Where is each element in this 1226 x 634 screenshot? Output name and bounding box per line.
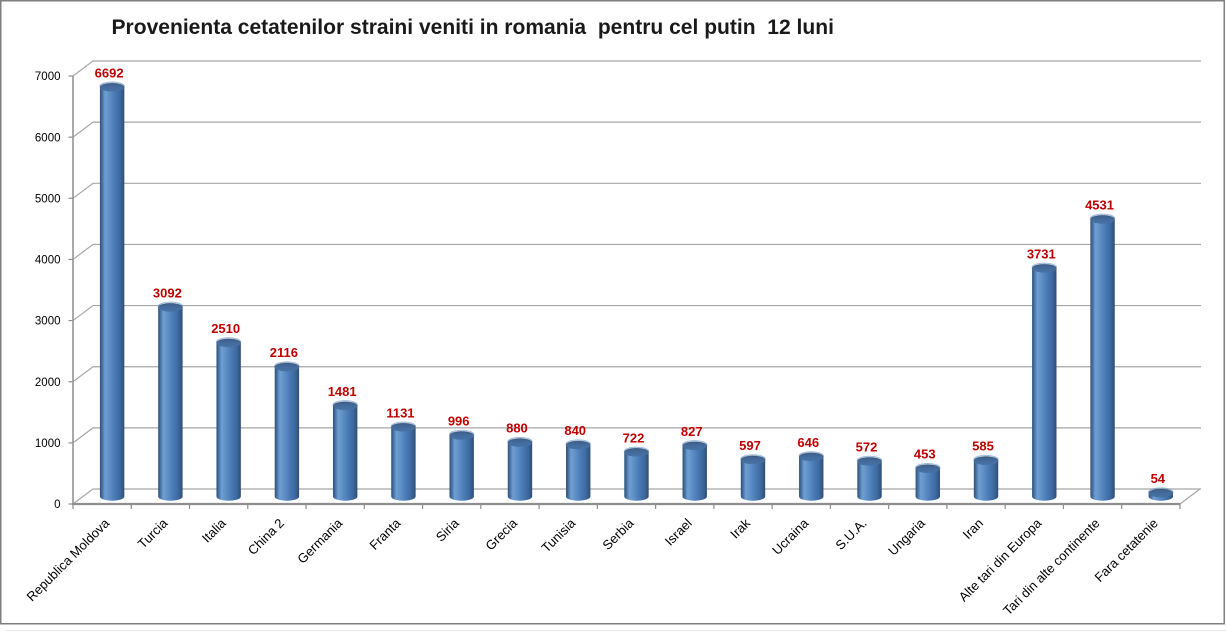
svg-text:827: 827 xyxy=(681,424,703,439)
svg-text:7000: 7000 xyxy=(35,71,61,83)
svg-text:4000: 4000 xyxy=(35,255,61,267)
svg-text:840: 840 xyxy=(564,423,586,438)
svg-text:3731: 3731 xyxy=(1027,246,1056,261)
svg-text:1481: 1481 xyxy=(328,384,357,399)
svg-text:572: 572 xyxy=(856,439,878,454)
svg-text:585: 585 xyxy=(972,439,994,454)
svg-text:3092: 3092 xyxy=(153,285,182,300)
svg-text:1000: 1000 xyxy=(35,438,61,450)
svg-text:996: 996 xyxy=(448,414,470,429)
svg-text:5000: 5000 xyxy=(35,193,61,205)
svg-text:453: 453 xyxy=(914,447,936,462)
svg-text:2510: 2510 xyxy=(211,321,240,336)
svg-text:6692: 6692 xyxy=(95,65,124,80)
svg-text:880: 880 xyxy=(506,421,528,436)
svg-text:0: 0 xyxy=(54,499,60,511)
svg-text:54: 54 xyxy=(1151,471,1166,486)
svg-text:4531: 4531 xyxy=(1085,197,1114,212)
svg-text:6000: 6000 xyxy=(35,132,61,144)
svg-text:1131: 1131 xyxy=(386,405,414,420)
svg-text:722: 722 xyxy=(623,430,645,445)
svg-text:3000: 3000 xyxy=(35,316,61,328)
svg-text:2000: 2000 xyxy=(35,377,61,389)
svg-text:2116: 2116 xyxy=(270,345,298,360)
svg-text:646: 646 xyxy=(797,435,819,450)
svg-text:597: 597 xyxy=(739,438,761,453)
svg-text:Provenienta cetatenilor strain: Provenienta cetatenilor straini veniti i… xyxy=(112,16,834,39)
